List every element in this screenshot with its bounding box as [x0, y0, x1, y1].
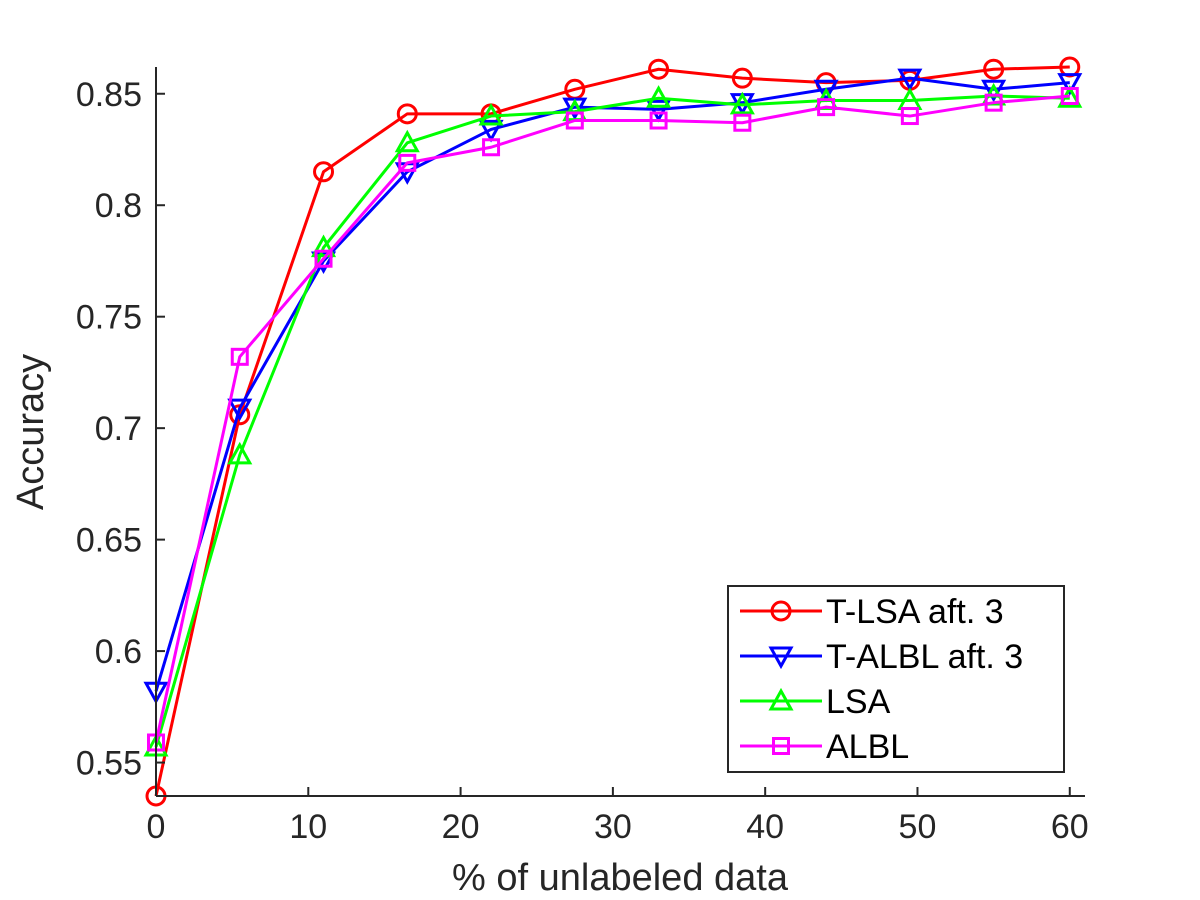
- data-point-marker: [649, 111, 668, 130]
- y-tick-label: 0.8: [95, 187, 142, 225]
- series-line: [154, 94, 1070, 748]
- data-point-marker: [733, 113, 752, 132]
- data-point-marker: [394, 129, 420, 153]
- x-tick-label: 10: [289, 808, 327, 846]
- x-tick-label: 60: [1051, 808, 1089, 846]
- series-layer: [143, 56, 1083, 807]
- legend-label: ALBL: [826, 728, 909, 766]
- x-tick-label: 0: [147, 808, 166, 846]
- data-point-marker: [648, 58, 670, 80]
- legend-box: [727, 585, 1065, 773]
- data-point-marker: [1060, 86, 1079, 105]
- y-axis-label: Accuracy: [10, 354, 52, 510]
- data-point-marker: [230, 347, 249, 366]
- series-albl: [147, 86, 1079, 752]
- data-point-marker: [813, 79, 839, 103]
- data-point-marker: [227, 398, 253, 422]
- x-tick-label: 50: [899, 808, 937, 846]
- x-tick-label: 20: [442, 808, 480, 846]
- data-point-marker: [398, 153, 417, 172]
- legend-entry: T-LSA aft. 3: [740, 593, 1004, 631]
- legend-marker: [768, 646, 794, 670]
- data-point-marker: [731, 67, 753, 89]
- data-point-marker: [1057, 73, 1083, 96]
- data-point-marker: [482, 138, 501, 157]
- legend-marker: [770, 600, 792, 622]
- legend-label: T-LSA aft. 3: [826, 593, 1004, 631]
- y-tick-label: 0.85: [76, 76, 142, 114]
- axes-layer: 0 10 20 30 40 50 60 0.55 0.6 0.65 0.7 0.75 0.8 0.85: [76, 67, 1089, 846]
- y-tick-label: 0.7: [95, 410, 142, 448]
- data-point-marker: [897, 68, 923, 92]
- data-point-marker: [478, 119, 504, 143]
- legend-marker: [768, 687, 794, 711]
- legend-entry: T-ALBL aft. 3: [740, 638, 1023, 676]
- legend-entry: LSA: [740, 683, 891, 721]
- data-point-marker: [984, 93, 1003, 112]
- data-point-marker: [817, 98, 836, 117]
- y-tick-label: 0.6: [95, 633, 142, 671]
- data-point-marker: [478, 102, 504, 126]
- legend: T-LSA aft. 3 T-ALBL aft. 3 LSA ALBL: [727, 585, 1065, 773]
- legend-entry: ALBL: [740, 728, 909, 766]
- y-tick-label: 0.65: [76, 522, 142, 560]
- data-point-marker: [646, 85, 672, 108]
- x-tick-label: 40: [746, 808, 784, 846]
- x-tick-label: 30: [594, 808, 632, 846]
- series-line: [154, 94, 1070, 743]
- data-point-marker: [314, 249, 333, 268]
- data-point-marker: [729, 91, 755, 115]
- legend-label: LSA: [826, 683, 891, 721]
- data-point-marker: [227, 441, 253, 465]
- data-point-marker: [981, 79, 1007, 103]
- data-point-marker: [565, 111, 584, 130]
- y-tick-label: 0.55: [76, 745, 142, 783]
- legend-marker: [772, 737, 790, 755]
- data-point-marker: [646, 99, 672, 123]
- data-point-marker: [310, 234, 337, 258]
- legend-label: T-ALBL aft. 3: [826, 638, 1023, 676]
- data-point-marker: [983, 58, 1005, 80]
- x-axis-label: % of unlabeled data: [452, 857, 789, 899]
- data-point-marker: [396, 103, 418, 125]
- data-point-marker: [900, 107, 919, 126]
- data-point-marker: [313, 161, 335, 183]
- y-tick-label: 0.75: [76, 299, 142, 337]
